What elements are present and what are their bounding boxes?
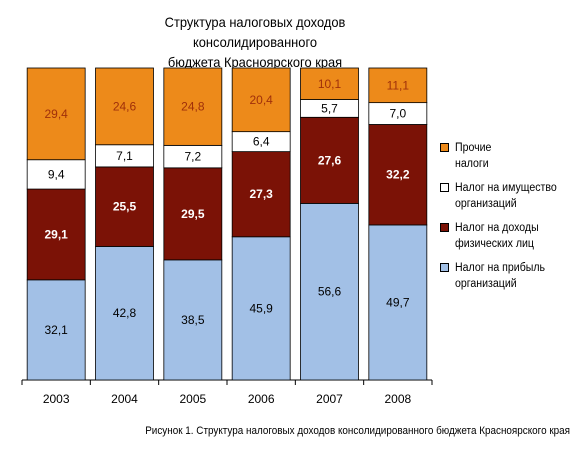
bar-value-label: 24,6	[113, 99, 137, 113]
bar-value-label: 24,8	[181, 100, 205, 114]
bar-value-label: 42,8	[113, 306, 137, 320]
chart-legend: Прочие налоги Налог на имущество организа…	[440, 140, 580, 300]
x-tick-label: 2008	[384, 392, 411, 406]
legend-label: Прочие налоги	[455, 142, 492, 170]
x-tick-label: 2005	[179, 392, 206, 406]
bar-segment-2003-3	[26, 67, 86, 161]
bar-value-label: 25,5	[113, 200, 137, 214]
bar-segment-2008-1	[368, 124, 428, 226]
x-tick-label: 2007	[316, 392, 343, 406]
bar-segment-2003-1	[26, 188, 86, 281]
bar-value-label: 20,4	[249, 93, 273, 107]
x-tick-label: 2004	[111, 392, 138, 406]
legend-label: Налог на доходы физических лиц	[455, 222, 539, 250]
chart-title-line-1: Структура налоговых доходов консолидиров…	[164, 14, 346, 50]
chart-title-line-2: бюджета Красноярского края	[167, 54, 343, 70]
legend-item: Налог на имущество организаций	[440, 180, 580, 212]
bar-value-label: 29,1	[44, 227, 68, 241]
bar-value-label: 27,6	[318, 153, 342, 167]
legend-swatch	[440, 183, 449, 192]
legend-item: Налог на прибыль организаций	[440, 260, 580, 292]
bar-segment-2006-3	[231, 67, 291, 133]
bar-value-label: 10,1	[318, 77, 342, 91]
x-tick-label: 2006	[248, 392, 275, 406]
bar-segment-2005-0	[163, 259, 223, 381]
bar-value-label: 5,7	[321, 101, 338, 115]
bar-value-label: 11,1	[387, 78, 410, 92]
bar-segment-2004-1	[95, 166, 154, 247]
bar-value-label: 7,1	[116, 149, 133, 163]
bar-value-label: 56,6	[318, 285, 342, 299]
bar-segment-2007-3	[300, 67, 359, 100]
bar-segment-2006-0	[231, 236, 291, 381]
legend-swatch	[440, 143, 449, 152]
bar-value-label: 49,7	[386, 295, 410, 309]
bar-value-label: 7,0	[389, 107, 406, 121]
bar-segment-2008-3	[368, 67, 428, 104]
legend-item: Налог на доходы физических лиц	[440, 220, 580, 252]
bar-segment-2007-0	[300, 203, 359, 381]
legend-item: Прочие налоги	[440, 140, 580, 172]
bar-segment-2007-1	[300, 116, 359, 204]
bar-segment-2005-1	[163, 167, 223, 261]
bar-value-label: 29,5	[181, 207, 205, 221]
bar-value-label: 29,4	[44, 107, 68, 121]
bar-value-label: 7,2	[184, 150, 201, 164]
legend-swatch	[440, 263, 449, 272]
legend-label: Налог на прибыль организаций	[455, 262, 546, 290]
bar-segment-2006-1	[231, 151, 291, 238]
bar-segment-2003-0	[26, 279, 86, 381]
bar-value-label: 32,2	[386, 168, 410, 182]
bar-segment-2005-3	[163, 67, 223, 146]
chart-title: Структура налоговых доходов консолидиров…	[103, 12, 407, 72]
bar-segment-2004-3	[95, 67, 154, 146]
figure-caption: Рисунок 1. Структура налоговых доходов к…	[145, 425, 570, 437]
bar-value-label: 9,4	[48, 167, 65, 181]
bar-value-label: 32,1	[44, 323, 68, 337]
bar-value-label: 27,3	[249, 187, 273, 201]
legend-swatch	[440, 223, 449, 232]
legend-label: Налог на имущество организаций	[455, 182, 557, 210]
bar-value-label: 45,9	[249, 301, 273, 315]
bar-value-label: 6,4	[253, 135, 270, 149]
bar-value-label: 38,5	[181, 313, 205, 327]
x-tick-label: 2003	[43, 392, 70, 406]
